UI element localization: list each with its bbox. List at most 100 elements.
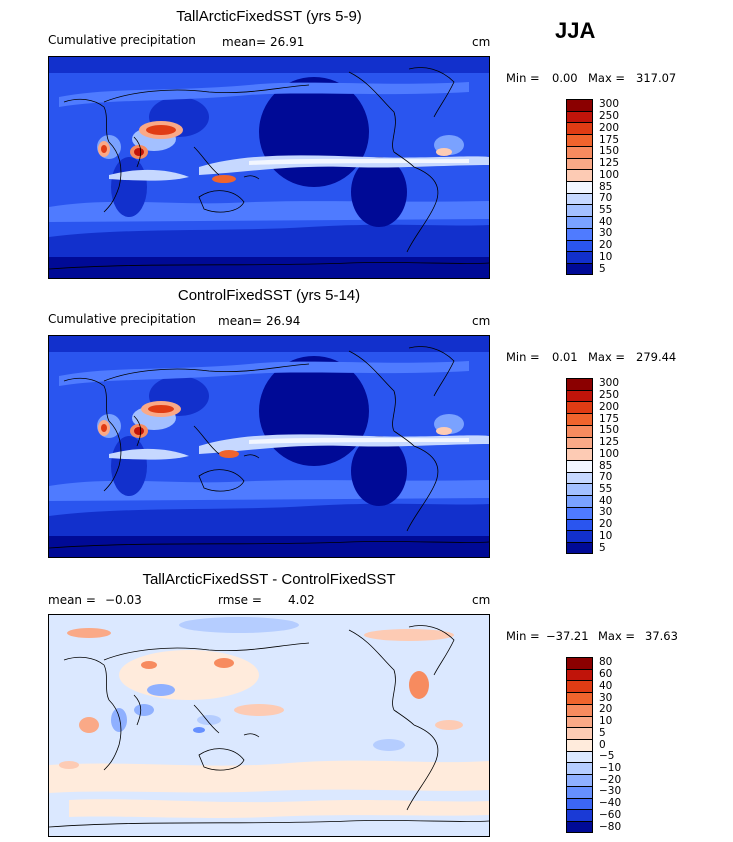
colorbar-box-20 [567, 240, 592, 253]
colorbar-box-5 [567, 543, 592, 553]
colorbar-box-30 [567, 228, 592, 241]
colorbar-box-250 [567, 111, 592, 124]
colorbar-label: −5 [599, 750, 615, 763]
colorbar-box--10 [567, 763, 592, 776]
colorbar-box-5 [567, 264, 592, 274]
panel2-colorbar: 300 250 200 175 150 125 100 85 70 55 40 30 20 10 5 [566, 378, 696, 554]
season-label: JJA [555, 18, 596, 43]
colorbar-box-300 [567, 379, 592, 391]
panel3-colorbar-boxes [566, 657, 593, 833]
colorbar-box-175 [567, 414, 592, 426]
colorbar-label: 5 [599, 726, 606, 739]
panel2-variable-label: Cumulative precipitation [48, 312, 196, 326]
panel1-max-label: Max = [588, 71, 626, 85]
panel3-difference-field [49, 615, 489, 836]
colorbar-label: 10 [599, 715, 613, 728]
panel2-mean-label: mean= [218, 314, 263, 328]
colorbar-box-85 [567, 182, 592, 194]
colorbar-box-40 [567, 681, 592, 694]
colorbar-box-150 [567, 425, 592, 438]
colorbar-label: 70 [599, 471, 613, 484]
panel1-precip-field [49, 57, 489, 278]
panel2-map [48, 335, 490, 558]
colorbar-box-85 [567, 461, 592, 473]
colorbar-box-60 [567, 669, 592, 682]
colorbar-label: 300 [599, 98, 620, 111]
panel1-map [48, 56, 490, 279]
panel3-min-value: −37.21 [546, 629, 589, 643]
colorbar-label: 40 [599, 215, 613, 228]
colorbar-label: −40 [599, 797, 622, 810]
colorbar-label: 125 [599, 157, 620, 170]
panel3-colorbar: 80 60 40 30 20 10 5 0 −5 −10 −20 −30 −40 −60 −80 [566, 657, 696, 833]
colorbar-label: 20 [599, 239, 613, 252]
colorbar-box-55 [567, 484, 592, 497]
colorbar-box--30 [567, 786, 592, 799]
colorbar-box--5 [567, 751, 592, 764]
panel1-title: TallArcticFixedSST (yrs 5-9) [176, 8, 362, 25]
colorbar-label: 10 [599, 250, 613, 263]
colorbar-box--20 [567, 775, 592, 787]
colorbar-label: 250 [599, 389, 620, 402]
colorbar-label: 85 [599, 459, 613, 472]
colorbar-label: 0 [599, 738, 606, 751]
colorbar-box-250 [567, 390, 592, 403]
colorbar-label: 55 [599, 482, 613, 495]
panel1-units: cm [472, 35, 491, 49]
colorbar-box-20 [567, 519, 592, 532]
colorbar-box--80 [567, 822, 592, 832]
colorbar-label: 40 [599, 494, 613, 507]
colorbar-label: 175 [599, 133, 620, 146]
colorbar-label: 100 [599, 168, 620, 181]
colorbar-box-125 [567, 158, 592, 171]
colorbar-box-80 [567, 658, 592, 670]
colorbar-box-10 [567, 252, 592, 265]
colorbar-label: 250 [599, 110, 620, 123]
panel3-title: TallArcticFixedSST - ControlFixedSST [142, 571, 396, 588]
panel3-map [48, 614, 490, 837]
colorbar-label: −60 [599, 808, 622, 821]
panel2-min-label: Min = [506, 350, 540, 364]
colorbar-box-150 [567, 146, 592, 159]
colorbar-box-10 [567, 716, 592, 729]
panel2-mean-value: 26.94 [266, 314, 301, 328]
colorbar-box-0 [567, 740, 592, 752]
colorbar-label: −80 [599, 820, 622, 833]
colorbar-label: −20 [599, 773, 622, 786]
colorbar-label: −10 [599, 761, 622, 774]
colorbar-label: 30 [599, 506, 613, 519]
colorbar-box-100 [567, 170, 592, 183]
colorbar-box-200 [567, 123, 592, 136]
panel1-variable-label: Cumulative precipitation [48, 33, 196, 47]
panel3-units: cm [472, 593, 491, 607]
colorbar-label: 200 [599, 121, 620, 134]
colorbar-box-5 [567, 728, 592, 741]
colorbar-label: 150 [599, 424, 620, 437]
colorbar-box-55 [567, 205, 592, 218]
colorbar-label: 10 [599, 529, 613, 542]
colorbar-box-300 [567, 100, 592, 112]
panel3-min-label: Min = [506, 629, 540, 643]
panel2-max-label: Max = [588, 350, 626, 364]
panel2-units: cm [472, 314, 491, 328]
panel3-mean-label: mean = [48, 593, 96, 607]
panel2-max-value: 279.44 [636, 350, 677, 364]
colorbar-box-70 [567, 472, 592, 485]
panel3-rmse-value: 4.02 [288, 593, 315, 607]
colorbar-label: 200 [599, 400, 620, 413]
colorbar-box-70 [567, 193, 592, 206]
colorbar-label: 20 [599, 703, 613, 716]
colorbar-label: 125 [599, 436, 620, 449]
panel1-colorbar: 300 250 200 175 150 125 100 85 70 55 40 30 20 10 5 [566, 99, 696, 275]
panel3-max-label: Max = [598, 629, 636, 643]
panel1-colorbar-boxes [566, 99, 593, 275]
colorbar-box-10 [567, 531, 592, 544]
colorbar-label: −30 [599, 785, 622, 798]
colorbar-label: 30 [599, 227, 613, 240]
panel3-max-value: 37.63 [645, 629, 678, 643]
colorbar-label: 85 [599, 180, 613, 193]
colorbar-label: 30 [599, 691, 613, 704]
colorbar-box-40 [567, 217, 592, 229]
panel3-rmse-label: rmse = [218, 593, 262, 607]
colorbar-label: 60 [599, 668, 613, 681]
